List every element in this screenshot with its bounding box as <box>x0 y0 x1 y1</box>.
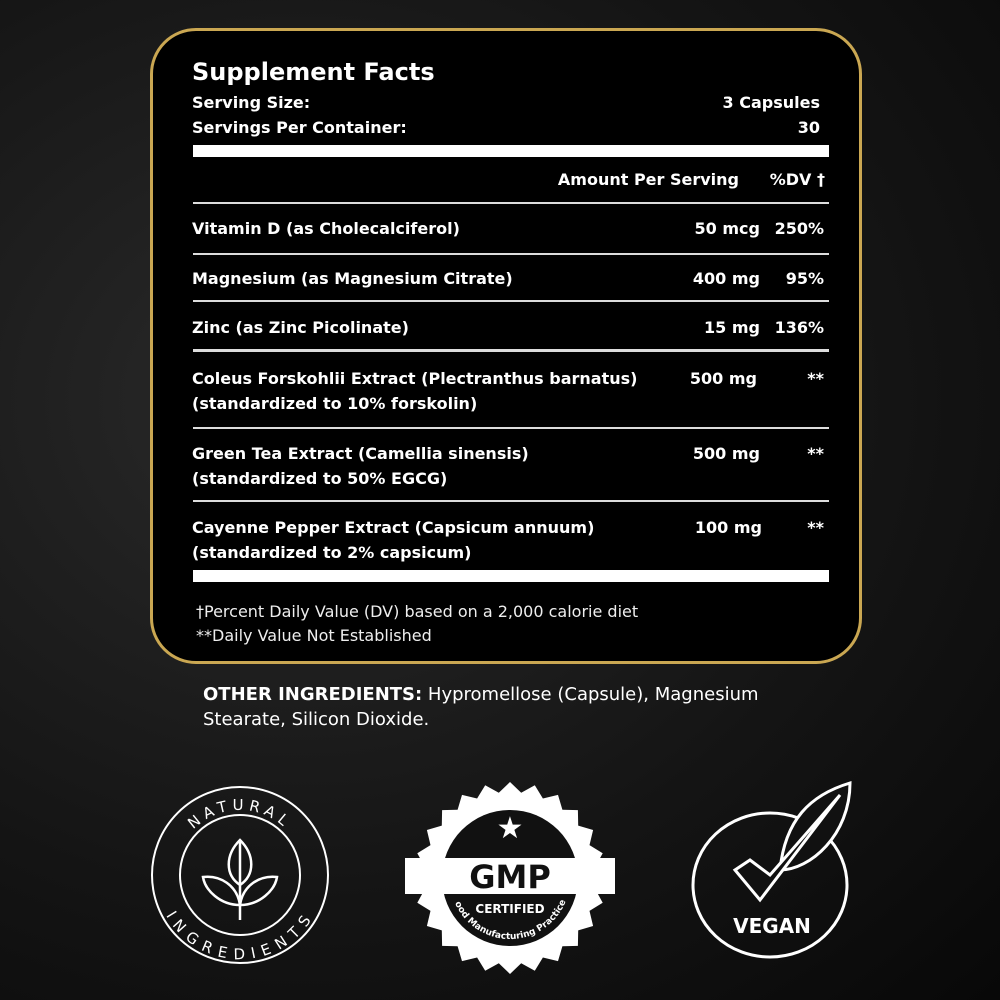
amount-header: Amount Per Serving <box>557 170 739 189</box>
row-name: Green Tea Extract (Camellia sinensis) <box>192 444 529 463</box>
star-icon: ★ <box>497 811 524 846</box>
leaf-icon <box>201 838 279 920</box>
checkmark-icon <box>732 794 842 903</box>
row-amount: 400 mg <box>692 269 760 288</box>
svg-text:VEGAN: VEGAN <box>733 914 811 938</box>
other-ingredients-text-2: Stearate, Silicon Dioxide. <box>203 709 430 730</box>
row-amount: 15 mg <box>704 318 760 337</box>
row-subtext: (standardized to 10% forskolin) <box>192 394 478 413</box>
row-dv: 136% <box>774 318 824 337</box>
thick-divider <box>193 570 829 582</box>
other-ingredients-label: OTHER INGREDIENTS: <box>203 684 423 705</box>
row-name: Vitamin D (as Cholecalciferol) <box>192 219 460 238</box>
row-name: Coleus Forskohlii Extract (Plectranthus … <box>192 369 638 388</box>
row-amount: 100 mg <box>694 518 762 537</box>
row-name: Zinc (as Zinc Picolinate) <box>192 318 409 337</box>
servings-value: 30 <box>797 118 820 137</box>
row-dv: 250% <box>774 219 824 238</box>
serving-size-value: 3 Capsules <box>722 93 820 112</box>
svg-text:CERTIFIED: CERTIFIED <box>475 902 544 916</box>
other-ingredients-text: Hypromellose (Capsule), Magnesium <box>422 684 759 705</box>
footnote-dv: †Percent Daily Value (DV) based on a 2,0… <box>196 602 639 621</box>
svg-text:GMP: GMP <box>469 858 551 896</box>
row-dv: ** <box>807 518 824 537</box>
divider <box>193 427 829 429</box>
row-name: Magnesium (as Magnesium Citrate) <box>192 269 513 288</box>
natural-ingredients-badge: NATURAL INGREDIENTS <box>151 786 329 964</box>
gmp-certified-badge: ★ GMP CERTIFIED Good Manufacturing Pract… <box>405 778 615 974</box>
other-ingredients: OTHER INGREDIENTS: Hypromellose (Capsule… <box>203 684 759 705</box>
dv-header: %DV † <box>769 170 825 189</box>
row-name: Cayenne Pepper Extract (Capsicum annuum) <box>192 518 595 537</box>
row-dv: ** <box>807 369 824 388</box>
divider <box>193 253 829 255</box>
thick-divider <box>193 145 829 157</box>
divider <box>193 500 829 502</box>
serving-size-label: Serving Size: <box>192 93 311 112</box>
divider <box>193 202 829 204</box>
row-dv: 95% <box>785 269 824 288</box>
facts-title: Supplement Facts <box>192 58 435 86</box>
servings-label: Servings Per Container: <box>192 118 407 137</box>
row-amount: 500 mg <box>689 369 757 388</box>
row-amount: 500 mg <box>692 444 760 463</box>
vegan-badge: VEGAN <box>691 780 852 959</box>
row-dv: ** <box>807 444 824 463</box>
divider <box>193 349 829 352</box>
divider <box>193 300 829 302</box>
row-subtext: (standardized to 50% EGCG) <box>192 469 448 488</box>
footnote-not-established: **Daily Value Not Established <box>196 626 432 645</box>
supplement-facts-panel <box>150 28 862 664</box>
row-subtext: (standardized to 2% capsicum) <box>192 543 472 562</box>
row-amount: 50 mcg <box>694 219 760 238</box>
